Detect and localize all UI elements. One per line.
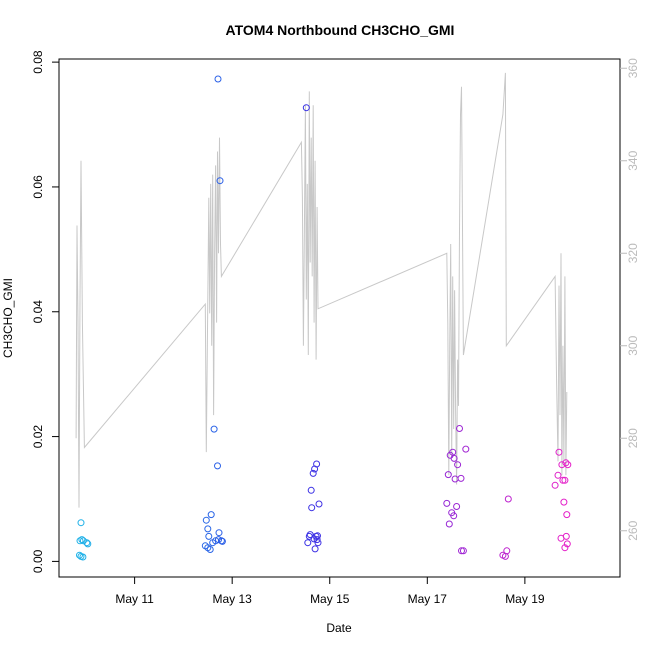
data-point xyxy=(454,461,462,469)
data-point xyxy=(314,539,322,547)
data-point xyxy=(551,481,559,489)
data-point xyxy=(561,476,569,484)
data-point xyxy=(445,520,453,528)
data-point xyxy=(450,454,458,462)
right-tick-label: 260 xyxy=(626,520,640,540)
data-point xyxy=(79,553,87,561)
data-point xyxy=(76,537,84,545)
right-tick-label: 360 xyxy=(626,58,640,78)
x-tick-label: May 13 xyxy=(212,592,252,606)
data-point xyxy=(459,547,467,555)
data-point xyxy=(77,519,85,527)
chart-title: ATOM4 Northbound CH3CHO_GMI xyxy=(226,22,455,38)
data-point xyxy=(210,425,218,433)
data-point xyxy=(561,544,569,552)
data-point xyxy=(315,500,323,508)
data-point xyxy=(564,461,572,469)
data-point xyxy=(313,536,321,544)
data-point xyxy=(207,511,215,519)
data-point xyxy=(462,445,470,453)
data-point xyxy=(554,471,562,479)
data-point xyxy=(563,511,571,519)
data-point xyxy=(450,512,458,520)
data-point xyxy=(205,532,213,540)
data-point xyxy=(215,529,223,537)
data-point xyxy=(308,504,316,512)
right-tick-label: 300 xyxy=(626,335,640,355)
data-point xyxy=(504,495,512,503)
y-tick-label: 0.08 xyxy=(31,50,45,74)
y-tick-label: 0.04 xyxy=(31,300,45,324)
right-axis: 260 280 300 320 340 360 xyxy=(620,58,640,541)
scatter-points xyxy=(76,75,572,561)
right-tick-label: 280 xyxy=(626,428,640,448)
series-line xyxy=(75,72,568,508)
data-point xyxy=(563,540,571,548)
background-series xyxy=(75,72,568,508)
data-point xyxy=(218,537,226,545)
x-tick-label: May 15 xyxy=(310,592,350,606)
data-point xyxy=(78,536,86,544)
data-point xyxy=(313,460,321,468)
data-point xyxy=(562,459,570,467)
data-point xyxy=(83,539,91,547)
data-point xyxy=(444,471,452,479)
data-point xyxy=(304,539,312,547)
data-point xyxy=(204,525,212,533)
y-tick-label: 0.02 xyxy=(31,425,45,449)
data-point xyxy=(457,474,465,482)
data-point xyxy=(559,476,567,484)
data-point xyxy=(314,532,321,540)
plot-frame xyxy=(58,58,621,578)
data-point xyxy=(214,462,221,470)
data-point xyxy=(307,486,315,494)
data-point xyxy=(453,503,461,510)
data-point xyxy=(451,475,459,483)
right-tick-label: 340 xyxy=(626,150,640,170)
data-point xyxy=(560,498,568,506)
right-tick-label: 320 xyxy=(626,243,640,263)
data-point xyxy=(311,545,319,553)
data-point xyxy=(309,469,317,477)
data-point xyxy=(458,547,465,555)
data-point xyxy=(562,532,570,540)
data-point xyxy=(503,547,511,555)
x-tick-label: May 19 xyxy=(505,592,545,606)
x-tick-label: May 17 xyxy=(408,592,448,606)
y-tick-label: 0.00 xyxy=(31,549,45,573)
data-point xyxy=(555,448,563,456)
data-point xyxy=(216,177,224,185)
y-axis-label: CH3CHO_GMI xyxy=(1,278,15,358)
data-point xyxy=(202,516,210,524)
data-point xyxy=(206,546,214,553)
data-point xyxy=(214,75,222,83)
x-tick-label: May 11 xyxy=(115,592,154,606)
y-tick-label: 0.06 xyxy=(31,175,45,199)
data-point xyxy=(302,104,310,112)
data-point xyxy=(76,551,83,559)
x-axis: May 11 May 13 May 15 May 17 May 19 xyxy=(115,577,545,606)
y-axis: 0.00 0.02 0.04 0.06 0.08 xyxy=(31,50,59,573)
data-point xyxy=(84,540,92,548)
x-axis-label: Date xyxy=(326,621,352,635)
data-point xyxy=(443,499,451,507)
data-point xyxy=(456,425,463,432)
